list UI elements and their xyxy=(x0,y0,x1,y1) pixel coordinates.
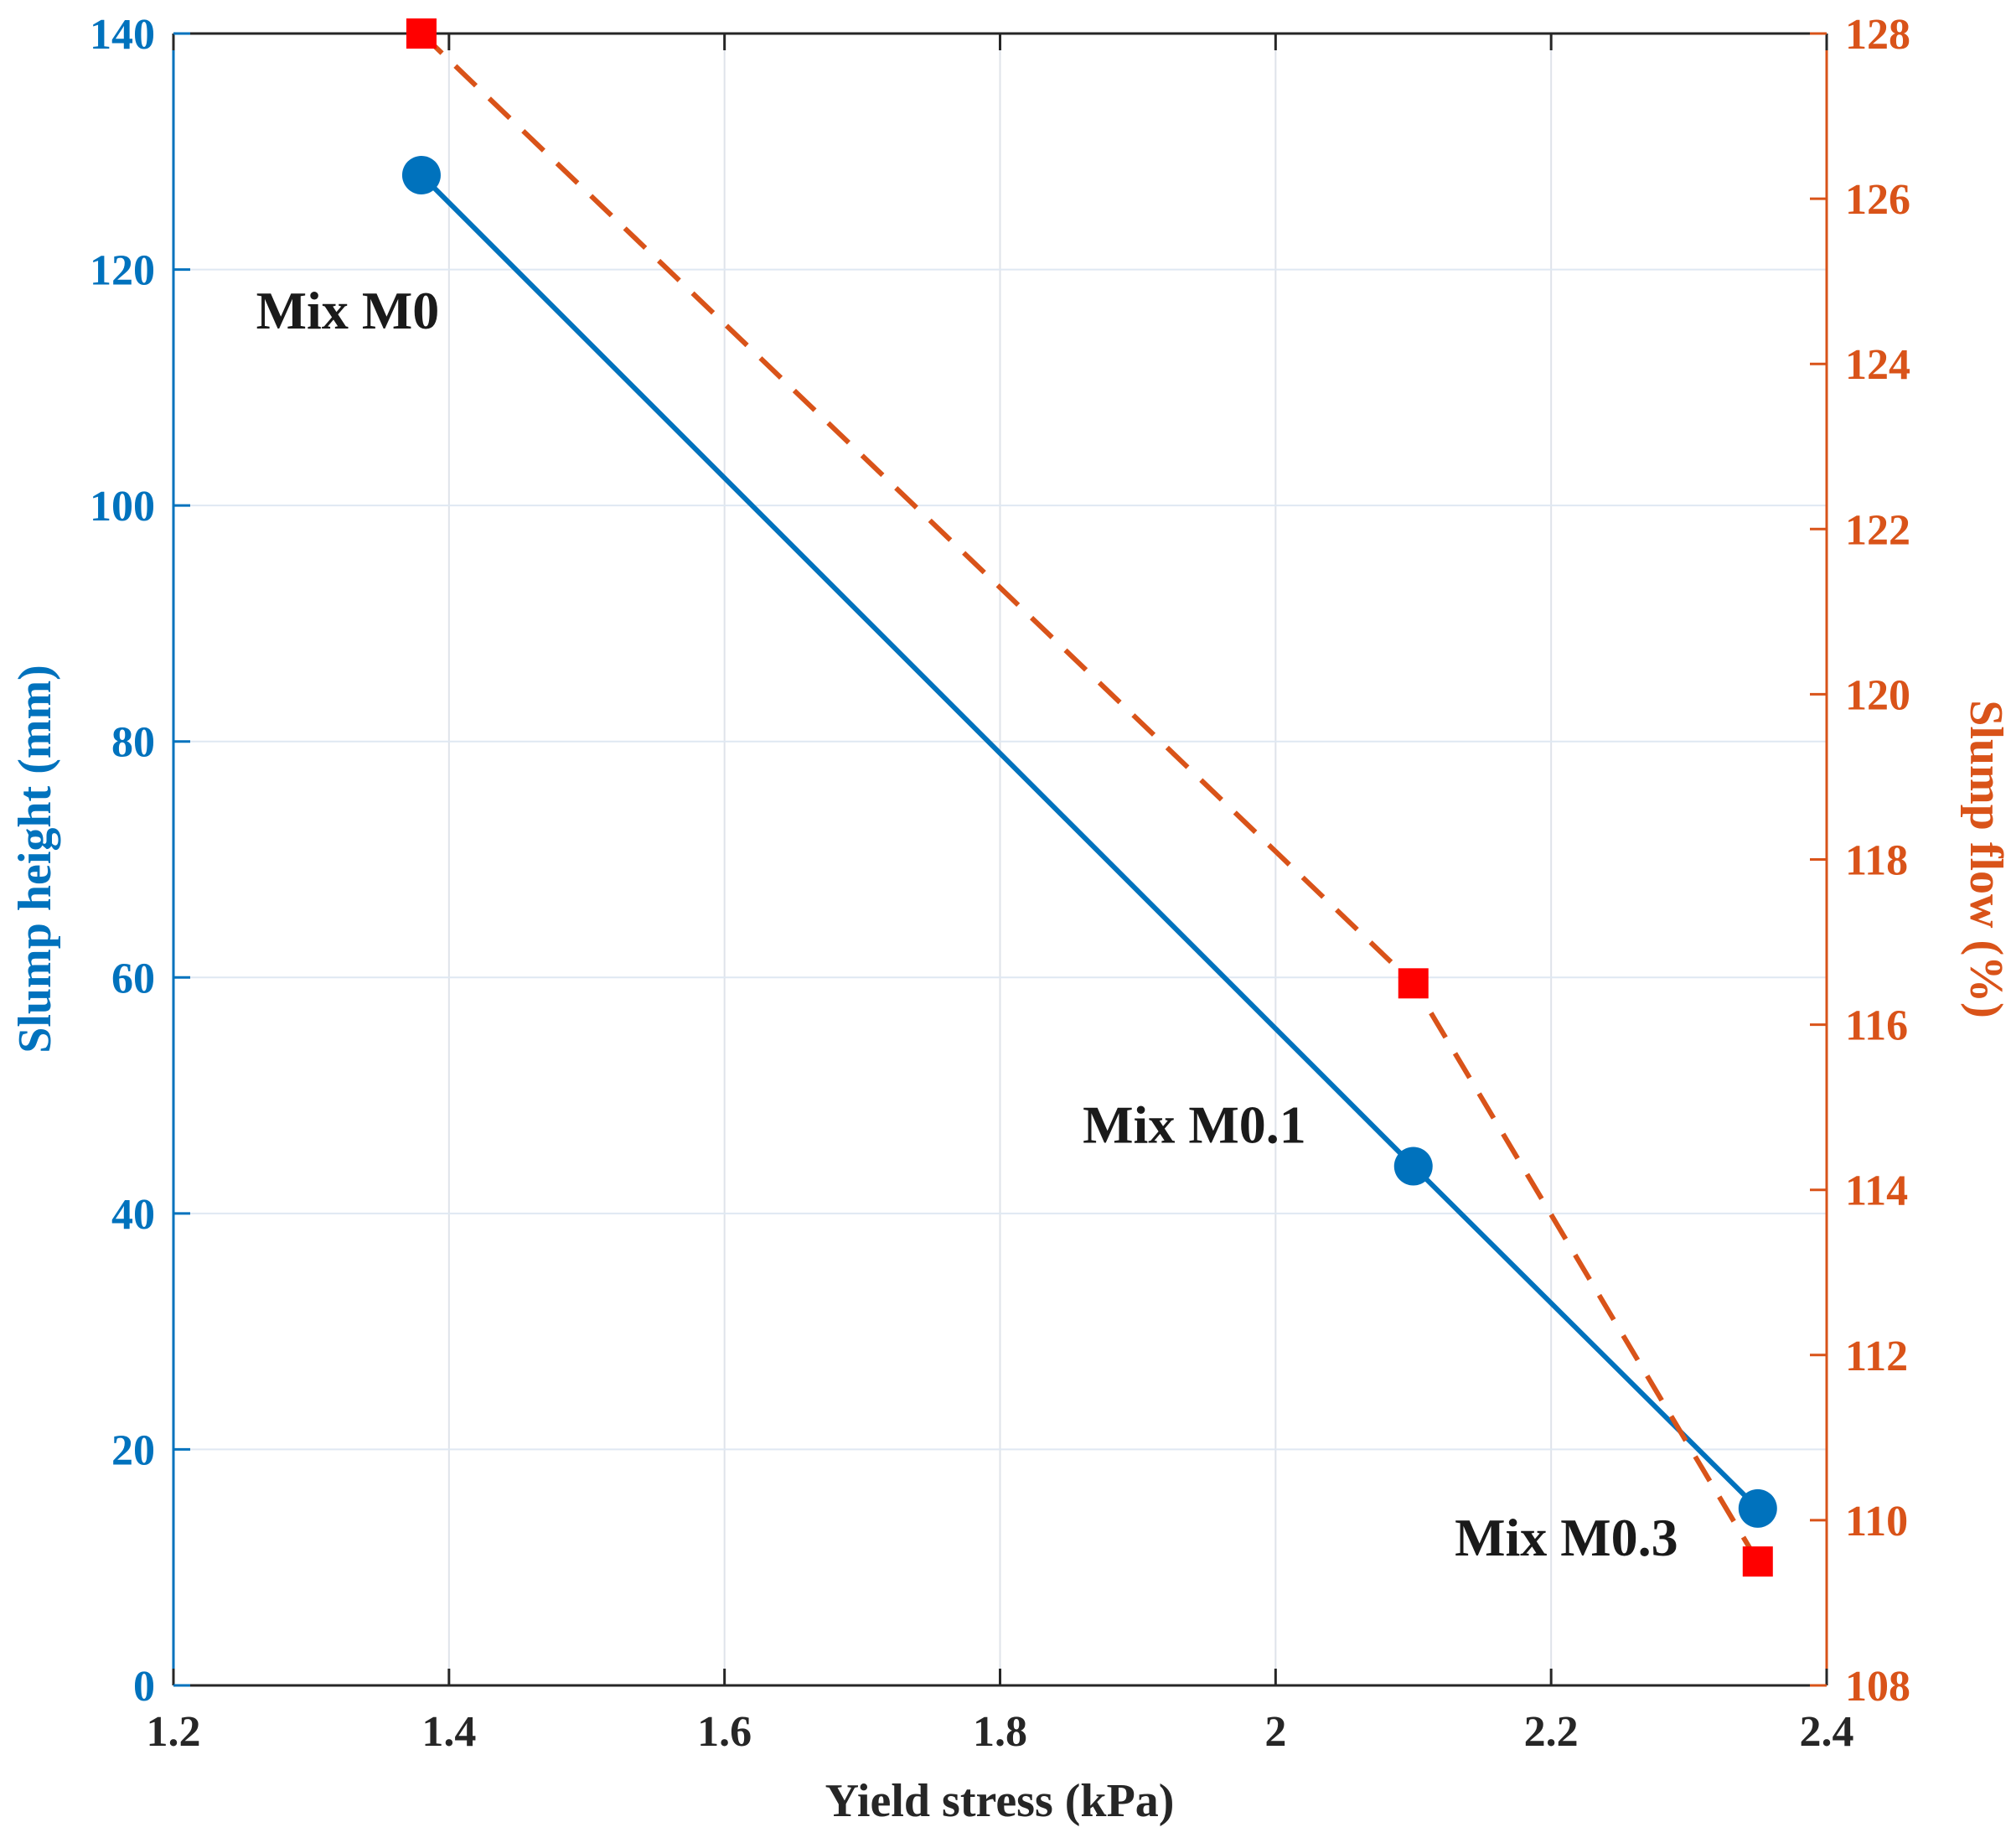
y-right-tick-label: 110 xyxy=(1845,1498,1908,1545)
x-axis-label: Yield stress (kPa) xyxy=(825,1775,1175,1827)
y-left-tick-label: 40 xyxy=(111,1191,155,1239)
annotation-label: Mix M0 xyxy=(256,281,440,340)
y-right-tick-label: 126 xyxy=(1845,176,1910,224)
y-left-tick-label: 100 xyxy=(90,483,155,531)
y-axis-left-label: Slump height (mm) xyxy=(9,665,61,1053)
x-tick-label: 1.8 xyxy=(973,1708,1027,1756)
data-point-slump-flow xyxy=(1398,968,1429,999)
series xyxy=(401,18,1777,1577)
data-point-slump-flow xyxy=(1742,1546,1773,1577)
y-right-tick-label: 108 xyxy=(1845,1663,1910,1711)
y-right-tick-label: 114 xyxy=(1845,1167,1908,1215)
annotations: Mix M0 Mix M0.1 Mix M0.3 xyxy=(256,281,1678,1567)
y-left-tick-label: 120 xyxy=(90,247,155,295)
x-tick-label: 1.2 xyxy=(147,1708,201,1756)
y-left-tick-label: 140 xyxy=(90,11,155,59)
y-left-tick-label: 20 xyxy=(111,1426,155,1474)
y-right-tick-label: 118 xyxy=(1845,837,1908,885)
y-right-tick-label: 120 xyxy=(1845,671,1910,719)
y-right-tick-label: 112 xyxy=(1845,1333,1908,1380)
annotation-label: Mix M0.3 xyxy=(1455,1508,1678,1567)
axes: 1.2 1.4 1.6 1.8 2 2.2 2.4 0 20 40 60 80 100 120 140 108… xyxy=(90,11,1910,1756)
y-right-tick-label: 116 xyxy=(1845,1002,1908,1050)
annotation-label: Mix M0.1 xyxy=(1083,1095,1306,1154)
y-left-tick-label: 80 xyxy=(111,719,155,767)
data-point-slump-height xyxy=(1393,1147,1433,1186)
y-right-tick-label: 122 xyxy=(1845,506,1910,554)
y-right-tick-label: 128 xyxy=(1845,11,1910,59)
data-point-slump-height xyxy=(1738,1488,1777,1528)
x-tick-label: 1.4 xyxy=(421,1708,476,1756)
data-point-slump-flow xyxy=(406,18,437,49)
y-left-tick-label: 60 xyxy=(111,955,155,1002)
x-tick-label: 2.4 xyxy=(1800,1708,1854,1756)
y-right-tick-label: 124 xyxy=(1845,341,1910,389)
x-tick-label: 2.2 xyxy=(1524,1708,1579,1756)
x-tick-label: 1.6 xyxy=(697,1708,752,1756)
data-point-slump-height xyxy=(401,155,441,194)
x-tick-label: 2 xyxy=(1264,1708,1286,1756)
y-left-tick-label: 0 xyxy=(133,1663,155,1711)
y-axis-right-label: Slump flow (%) xyxy=(1960,700,2011,1018)
